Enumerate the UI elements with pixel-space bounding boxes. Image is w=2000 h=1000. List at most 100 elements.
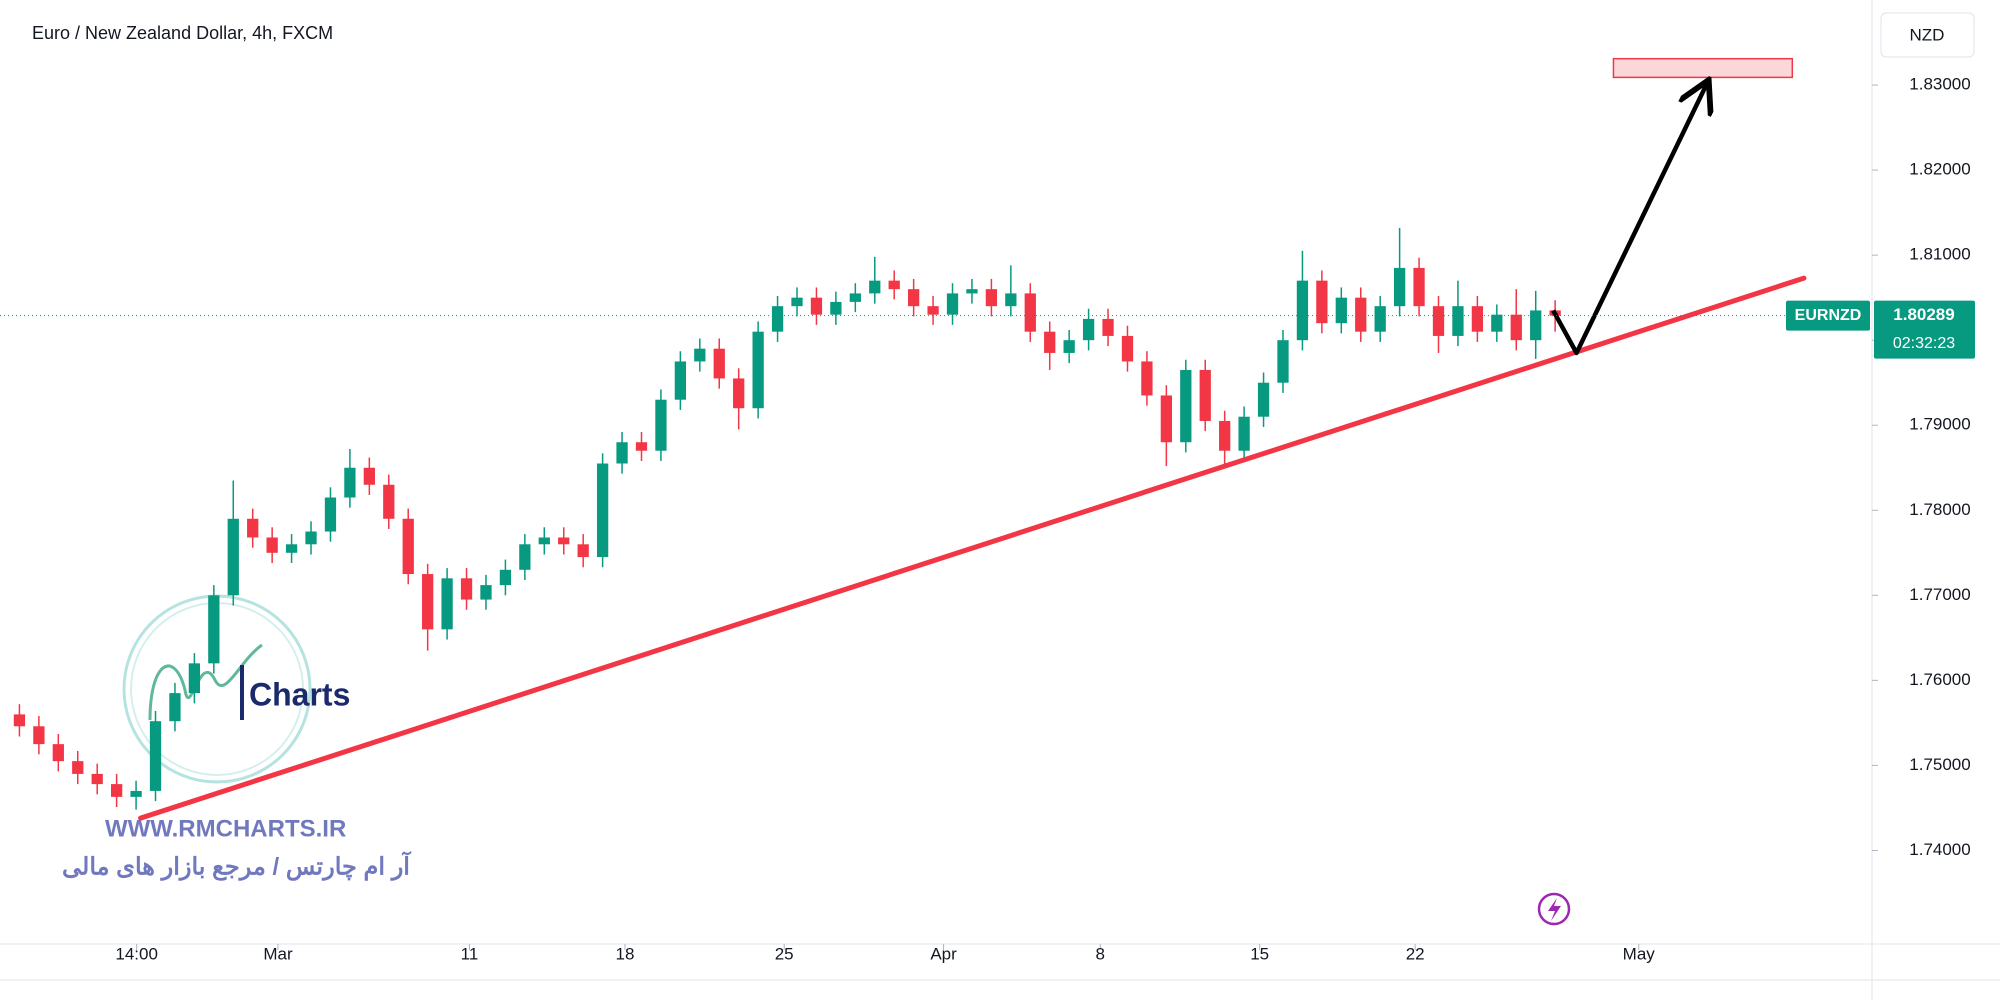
candle-body [694,348,706,362]
y-tick-label: 1.75000 [1909,755,1970,774]
candle-body [1432,306,1445,336]
candle-body [596,463,609,558]
candle-body [538,537,550,545]
candle-body [1355,297,1367,332]
x-tick-label: 11 [461,944,479,963]
candle-body [324,497,337,532]
candle-body [305,531,317,545]
icon-ring[interactable] [1537,892,1571,926]
candles [13,227,1561,810]
watermark-tagline: آر ام چارتس / مرجع بازار های مالی [62,850,411,881]
candle-body [285,544,298,553]
candle-body [1530,310,1542,341]
x-tick-label: 14:00 [115,944,158,963]
candle-body [247,518,259,538]
countdown-label: 02:32:23 [1893,335,1955,352]
y-tick-label: 1.76000 [1909,670,1970,689]
y-tick-label: 1.77000 [1909,585,1970,604]
candle-body [558,537,570,545]
y-tick-label: 1.78000 [1909,500,1970,519]
candle-body [1238,416,1250,451]
candle-body [577,544,589,558]
candle-body [713,348,725,379]
y-tick-label: 1.83000 [1909,75,1970,94]
candle-body [1277,340,1289,383]
candle-body [72,761,84,774]
candle-body [791,297,803,307]
candle-body [1335,297,1347,324]
lightning-icon[interactable] [1537,892,1571,926]
chart-title: Euro / New Zealand Dollar, 4h, FXCM [32,23,333,43]
candle-body [499,569,512,586]
target-zone [1612,57,1794,79]
candle-body [480,585,492,600]
candle-body [266,537,278,553]
price-tag [1874,300,1975,359]
candle-body [946,293,959,315]
candle-body [1219,420,1231,451]
currency-label[interactable]: NZD [1910,25,1945,44]
x-tick-label: 8 [1096,944,1105,963]
candle-body [1393,267,1406,307]
candle-body [441,578,453,630]
x-tick-label: 18 [616,944,635,963]
candle-body [1199,369,1211,421]
x-tick-label: 22 [1406,944,1425,963]
candle-body [344,467,356,498]
candle-body [110,784,123,797]
candle-body [227,518,239,596]
candle-body [1044,331,1056,353]
x-tick-label: 25 [775,944,794,963]
last-price-label: 1.80289 [1893,305,1954,324]
candle-body [849,293,861,302]
candle-body [13,714,26,727]
x-tick-label: Mar [263,944,293,963]
logo-text: Charts [249,676,350,712]
symbol-tag [1786,300,1870,331]
candle-body [635,442,648,451]
candle-body [830,301,842,315]
candle-body [1102,318,1114,336]
candle-body [810,297,823,315]
candle-body [888,280,900,290]
candle-body [1180,369,1192,443]
candle-body [1471,306,1484,332]
currency-button[interactable] [1880,12,1975,58]
candle-body [422,574,434,630]
candle-body [1121,335,1134,362]
candle-body [655,399,667,451]
candle-body [188,663,201,694]
watermark: Charts WWW.RMCHARTS.IR آر ام چارتس / مرج… [62,594,411,881]
candle-body [1452,306,1464,336]
candle-body [752,331,764,409]
candle-body [1160,395,1172,443]
candle-body [1374,306,1386,332]
candle-body [402,518,414,575]
forecast-arrow [1551,80,1709,356]
candle-body [91,773,103,785]
candle-body [149,721,162,791]
candle-body [1413,267,1425,307]
y-tick-label: 1.81000 [1909,245,1970,264]
candle-body [363,467,375,485]
candle-body [616,442,628,464]
candle-body [1005,293,1017,307]
x-tick-label: May [1623,944,1656,963]
y-tick-label: 1.79000 [1909,415,1970,434]
candle-body [674,361,687,400]
x-tick-label: Apr [930,944,957,963]
candle-body [1257,382,1270,417]
candle-body [869,280,881,294]
y-tick-label: 1.82000 [1909,160,1970,179]
candle-body [460,578,473,600]
candle-body [908,289,920,307]
candle-body [966,289,978,294]
candle-body [1510,314,1522,341]
candle-body [1296,280,1309,341]
candle-body [1491,314,1503,332]
watermark-site: WWW.RMCHARTS.IR [105,815,346,842]
icon-bolt[interactable] [1548,898,1561,921]
